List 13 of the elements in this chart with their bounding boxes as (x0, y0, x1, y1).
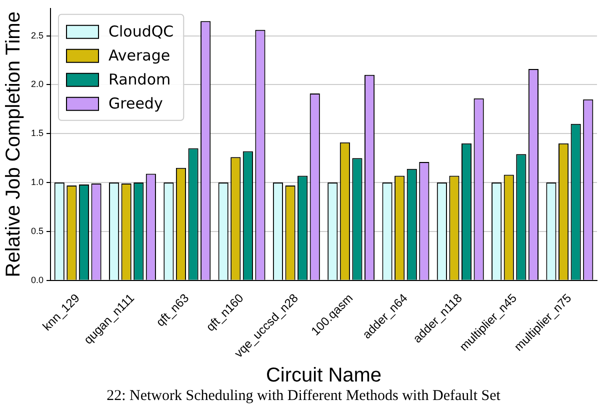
y-tick-label: 2.0 (30, 79, 44, 90)
legend-label: Greedy (108, 94, 163, 112)
y-tick-label: 0.0 (30, 274, 44, 285)
y-tick-label: 1.5 (30, 128, 44, 138)
legend-label: CloudQC (108, 22, 174, 40)
legend-label: Random (108, 70, 171, 88)
x-axis-title: Circuit Name (266, 364, 382, 387)
text: 22: Network Scheduling with Different Methods with Default Set (106, 388, 502, 405)
y-tick-label: 0.5 (30, 226, 44, 236)
y-tick-label: 2.5 (30, 30, 44, 40)
y-tick-label: 1.0 (30, 177, 44, 188)
y-axis-title: Relative Job Completion Time (2, 12, 25, 278)
legend-label: Average (108, 46, 170, 64)
